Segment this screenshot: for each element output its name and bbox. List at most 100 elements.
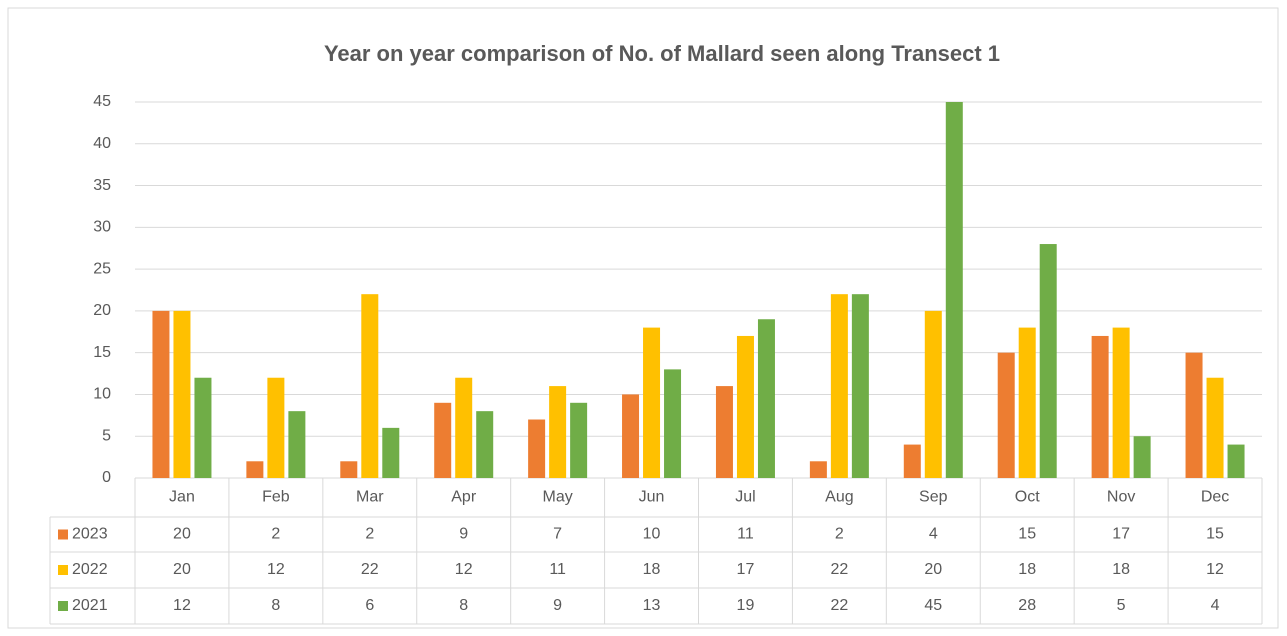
x-tick-label: Mar	[356, 489, 384, 506]
legend-label: 2021	[72, 597, 108, 614]
table-value: 11	[737, 526, 754, 543]
bar	[173, 310, 191, 478]
bar	[1018, 327, 1036, 478]
table-value: 6	[365, 597, 374, 614]
table-value: 9	[553, 597, 562, 614]
x-tick-label: Jan	[169, 489, 195, 506]
bar	[715, 386, 733, 478]
table-value: 13	[643, 597, 661, 614]
y-tick-label: 5	[102, 427, 111, 444]
bar	[736, 335, 754, 478]
bar	[267, 377, 285, 478]
table-value: 2	[835, 526, 844, 543]
legend-label: 2023	[72, 526, 108, 543]
table-value: 20	[173, 561, 191, 578]
table-value: 20	[173, 526, 191, 543]
table-value: 15	[1018, 526, 1036, 543]
y-tick-label: 45	[93, 93, 111, 110]
bar	[340, 461, 358, 478]
table-value: 28	[1018, 597, 1036, 614]
y-tick-label: 35	[93, 177, 111, 194]
table-value: 2	[271, 526, 280, 543]
legend-label: 2022	[72, 561, 108, 578]
y-tick-label: 15	[93, 344, 111, 361]
table-value: 9	[459, 526, 468, 543]
table-value: 8	[459, 597, 468, 614]
bar	[549, 386, 567, 478]
bar	[1091, 335, 1109, 478]
table-value: 2	[365, 526, 374, 543]
bar	[1133, 436, 1151, 478]
legend-key	[58, 565, 68, 575]
table-value: 22	[361, 561, 379, 578]
table-value: 22	[830, 597, 848, 614]
bar	[434, 402, 452, 478]
chart-title: Year on year comparison of No. of Mallar…	[324, 41, 1000, 66]
x-tick-label: Nov	[1107, 489, 1135, 506]
table-value: 8	[271, 597, 280, 614]
x-tick-label: Jul	[735, 489, 755, 506]
table-value: 18	[1018, 561, 1036, 578]
bar	[997, 352, 1015, 478]
bar	[570, 402, 588, 478]
table-value: 18	[643, 561, 661, 578]
y-tick-label: 40	[93, 135, 111, 152]
table-value: 12	[455, 561, 473, 578]
table-value: 17	[737, 561, 755, 578]
bar	[664, 369, 682, 478]
table-value: 20	[924, 561, 942, 578]
bar	[924, 310, 942, 478]
bar	[643, 327, 661, 478]
x-tick-label: Sep	[919, 489, 948, 506]
bar	[757, 319, 775, 478]
x-tick-label: Dec	[1201, 489, 1229, 506]
table-value: 22	[830, 561, 848, 578]
x-tick-label: Aug	[825, 489, 853, 506]
x-tick-label: Oct	[1015, 489, 1040, 506]
bar	[455, 377, 473, 478]
table-value: 17	[1112, 526, 1130, 543]
bar	[194, 377, 212, 478]
table-value: 10	[643, 526, 661, 543]
bar	[622, 394, 640, 478]
bar	[361, 294, 379, 478]
bar	[1112, 327, 1130, 478]
bar	[903, 444, 921, 478]
bar	[851, 294, 869, 478]
x-tick-label: May	[543, 489, 573, 506]
table-value: 11	[549, 561, 566, 578]
table-value: 5	[1117, 597, 1126, 614]
bar	[945, 102, 963, 478]
bar	[1227, 444, 1245, 478]
table-value: 12	[267, 561, 285, 578]
x-tick-label: Jun	[639, 489, 665, 506]
table-value: 4	[929, 526, 938, 543]
bar	[476, 411, 494, 478]
table-value: 45	[924, 597, 942, 614]
table-value: 18	[1112, 561, 1130, 578]
y-tick-label: 0	[102, 469, 111, 486]
y-tick-label: 30	[93, 219, 111, 236]
bar	[382, 427, 400, 478]
table-value: 12	[1206, 561, 1224, 578]
table-value: 15	[1206, 526, 1224, 543]
bar	[1185, 352, 1203, 478]
table-value: 12	[173, 597, 191, 614]
x-tick-label: Apr	[451, 489, 477, 506]
bar	[809, 461, 827, 478]
bar	[288, 411, 306, 478]
bar	[1206, 377, 1224, 478]
bar	[830, 294, 848, 478]
bar	[528, 419, 546, 478]
bar	[246, 461, 264, 478]
y-tick-label: 20	[93, 302, 111, 319]
bar	[152, 310, 170, 478]
bar	[1039, 244, 1057, 478]
table-value: 7	[553, 526, 562, 543]
chart-border	[7, 7, 1279, 629]
y-tick-label: 25	[93, 260, 111, 277]
y-tick-label: 10	[93, 386, 111, 403]
x-tick-label: Feb	[262, 489, 290, 506]
table-value: 4	[1211, 597, 1220, 614]
